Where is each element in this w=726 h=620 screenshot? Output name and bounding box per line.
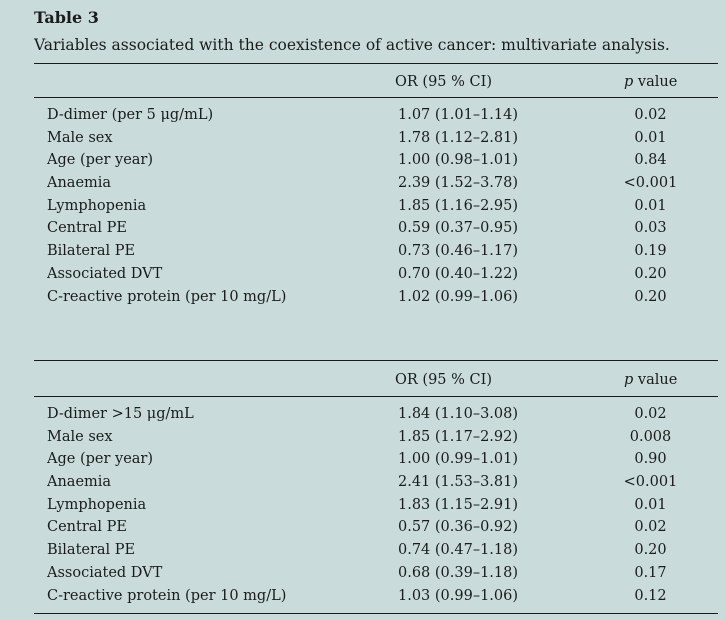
table-row: D-dimer (per 5 μg/mL) 1.07 (1.01–1.14) 0…	[0, 104, 726, 127]
table-1-header-p: p value	[624, 74, 678, 90]
p-value-cell: 0.20	[634, 542, 667, 559]
table-row: Associated DVT 0.70 (0.40–1.22) 0.20	[0, 263, 726, 286]
variable-cell: Age (per year)	[47, 152, 154, 169]
or-cell: 1.07 (1.01–1.14)	[398, 107, 519, 123]
p-value-cell: 0.03	[634, 220, 667, 237]
table-row: Age (per year) 1.00 (0.98–1.01) 0.84	[0, 149, 726, 172]
variable-cell: Age (per year)	[47, 451, 154, 468]
table-row: Lymphopenia 1.85 (1.16–2.95) 0.01	[0, 195, 726, 218]
table-row: Bilateral PE 0.74 (0.47–1.18) 0.20	[0, 539, 726, 562]
table-row: Associated DVT 0.68 (0.39–1.18) 0.17	[0, 562, 726, 585]
table-2-header-rule	[34, 396, 718, 397]
variable-cell: Anaemia	[47, 175, 112, 192]
table-caption-text: Variables associated with the coexistenc…	[34, 36, 670, 54]
or-cell: 1.83 (1.15–2.91)	[398, 496, 519, 513]
table-row: Male sex 1.85 (1.17–2.92) 0.008	[0, 426, 726, 449]
table-row: C-reactive protein (per 10 mg/L) 1.03 (0…	[0, 585, 726, 608]
or-cell: 2.39 (1.52–3.78)	[398, 175, 519, 192]
variable-cell: Lymphopenia	[47, 197, 147, 214]
p-value-cell: 0.01	[634, 129, 667, 146]
table-row: Age (per year) 1.00 (0.99–1.01) 0.90	[0, 448, 726, 471]
p-value-cell: <0.001	[623, 474, 678, 491]
table-row: Central PE 0.57 (0.36–0.92) 0.02	[0, 516, 726, 539]
p-value-cell: 0.02	[634, 519, 667, 536]
table-row: Male sex 1.78 (1.12–2.81) 0.01	[0, 127, 726, 150]
table-2-header-p: p value	[624, 372, 678, 388]
p-value-cell: 0.01	[634, 197, 667, 214]
table-row: Lymphopenia 1.83 (1.15–2.91) 0.01	[0, 494, 726, 517]
variable-cell: Lymphopenia	[47, 496, 147, 513]
or-cell: 1.00 (0.98–1.01)	[398, 152, 519, 169]
p-value-cell: 0.90	[634, 451, 667, 468]
variable-cell: Associated DVT	[47, 265, 163, 282]
p-value-cell: 0.20	[634, 288, 667, 305]
variable-cell: Male sex	[47, 428, 113, 445]
p-value-cell: 0.01	[634, 496, 667, 513]
table-1-header-or: OR (95 % CI)	[395, 74, 492, 90]
table-row: D-dimer >15 μg/mL 1.84 (1.10–3.08) 0.02	[0, 403, 726, 426]
or-cell: 2.41 (1.53–3.81)	[398, 474, 519, 491]
or-cell: 0.57 (0.36–0.92)	[398, 519, 519, 536]
table-2-bottom-rule	[34, 613, 718, 614]
p-value-cell: 0.008	[629, 428, 672, 445]
p-value-cell: 0.19	[634, 243, 667, 260]
variable-cell: D-dimer (per 5 μg/mL)	[47, 107, 214, 123]
table-2-header-or: OR (95 % CI)	[395, 372, 492, 388]
table-row: Anaemia 2.39 (1.52–3.78) <0.001	[0, 172, 726, 195]
table-1-top-rule	[34, 63, 718, 64]
p-value-cell: 0.84	[634, 152, 667, 169]
p-value-cell: 0.20	[634, 265, 667, 282]
variable-cell: C-reactive protein (per 10 mg/L)	[47, 288, 287, 305]
variable-cell: Anaemia	[47, 474, 112, 491]
or-cell: 1.78 (1.12–2.81)	[398, 129, 519, 146]
variable-cell: D-dimer >15 μg/mL	[47, 406, 194, 422]
or-cell: 0.59 (0.37–0.95)	[398, 220, 519, 237]
or-cell: 0.73 (0.46–1.17)	[398, 243, 519, 260]
or-cell: 1.03 (0.99–1.06)	[398, 587, 519, 604]
table-row: Central PE 0.59 (0.37–0.95) 0.03	[0, 217, 726, 240]
variable-cell: Central PE	[47, 220, 128, 237]
p-value-cell: 0.02	[634, 107, 667, 123]
table-2-body: D-dimer >15 μg/mL 1.84 (1.10–3.08) 0.02 …	[0, 403, 726, 607]
table-1-body: D-dimer (per 5 μg/mL) 1.07 (1.01–1.14) 0…	[0, 104, 726, 308]
or-cell: 0.74 (0.47–1.18)	[398, 542, 519, 559]
p-value-cell: 0.12	[634, 587, 667, 604]
variable-cell: Bilateral PE	[47, 542, 136, 559]
table-1-header-rule	[34, 97, 718, 98]
variable-cell: Bilateral PE	[47, 243, 136, 260]
p-value-cell: 0.17	[634, 564, 667, 581]
p-value-cell: <0.001	[623, 175, 678, 192]
or-cell: 0.70 (0.40–1.22)	[398, 265, 519, 282]
table-row: Anaemia 2.41 (1.53–3.81) <0.001	[0, 471, 726, 494]
or-cell: 1.85 (1.16–2.95)	[398, 197, 519, 214]
variable-cell: Central PE	[47, 519, 128, 536]
or-cell: 0.68 (0.39–1.18)	[398, 564, 519, 581]
or-cell: 1.85 (1.17–2.92)	[398, 428, 519, 445]
variable-cell: C-reactive protein (per 10 mg/L)	[47, 587, 287, 604]
p-value-cell: 0.02	[634, 406, 667, 422]
or-cell: 1.84 (1.10–3.08)	[398, 406, 519, 422]
table-2-top-rule	[34, 360, 718, 361]
table-caption-label: Table 3	[34, 8, 99, 27]
or-cell: 1.02 (0.99–1.06)	[398, 288, 519, 305]
table-row: C-reactive protein (per 10 mg/L) 1.02 (0…	[0, 286, 726, 309]
or-cell: 1.00 (0.99–1.01)	[398, 451, 519, 468]
variable-cell: Male sex	[47, 129, 113, 146]
table-row: Bilateral PE 0.73 (0.46–1.17) 0.19	[0, 240, 726, 263]
variable-cell: Associated DVT	[47, 564, 163, 581]
